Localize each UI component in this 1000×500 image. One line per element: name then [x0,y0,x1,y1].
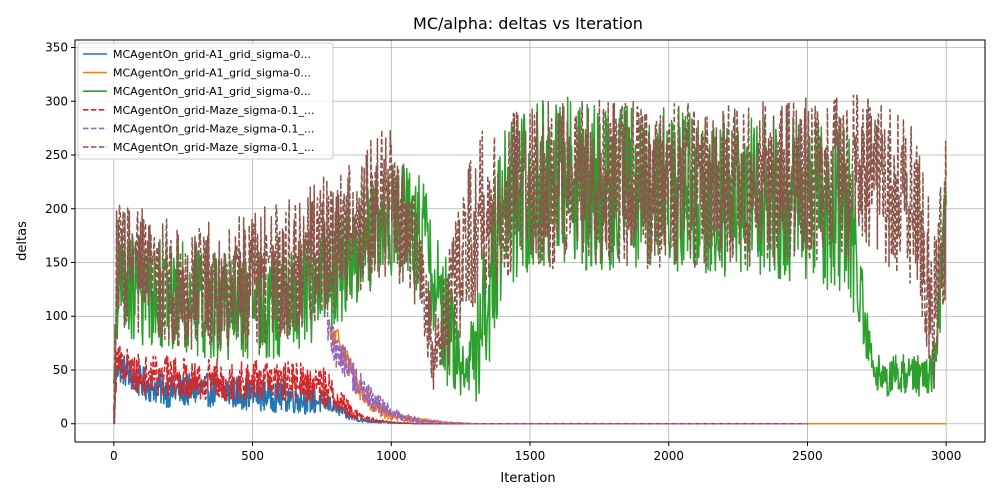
x-axis-label: Iteration [500,471,555,486]
chart-title: MC/alpha: deltas vs Iteration [413,14,643,33]
legend-entry-label: MCAgentOn_grid-Maze_sigma-0.1_... [113,122,314,135]
x-axis-ticks: 0 500 1000 1500 2000 2500 3000 [110,442,961,463]
y-tick-label: 150 [45,255,68,269]
y-tick-label: 100 [45,309,68,323]
legend-entry-label: MCAgentOn_grid-Maze_sigma-0.1_... [113,104,314,117]
y-axis-ticks: 0 50 100 150 200 250 300 350 [45,41,75,431]
legend-entry-label: MCAgentOn_grid-Maze_sigma-0.1_... [113,141,314,154]
y-tick-label: 200 [45,202,68,216]
x-tick-label: 2500 [792,449,823,463]
y-tick-label: 50 [53,363,68,377]
x-tick-label: 1500 [515,449,546,463]
x-tick-label: 500 [241,449,264,463]
y-tick-label: 300 [45,94,68,108]
legend: MCAgentOn_grid-A1_grid_sigma-0... MCAgent… [77,42,334,160]
y-tick-label: 350 [45,41,68,55]
x-tick-label: 2000 [653,449,684,463]
x-tick-label: 0 [110,449,118,463]
x-tick-label: 1000 [376,449,407,463]
y-tick-label: 250 [45,148,68,162]
y-axis-label: deltas [15,221,30,261]
series-lines [113,94,947,425]
legend-box [77,42,334,160]
y-tick-label: 0 [60,417,68,431]
series-line-6 [113,94,947,424]
x-tick-label: 3000 [931,449,962,463]
legend-entry-label: MCAgentOn_grid-A1_grid_sigma-0... [113,48,311,61]
legend-entry-label: MCAgentOn_grid-A1_grid_sigma-0... [113,85,311,98]
series-line-5 [326,311,808,425]
legend-entry-label: MCAgentOn_grid-A1_grid_sigma-0... [113,67,311,80]
